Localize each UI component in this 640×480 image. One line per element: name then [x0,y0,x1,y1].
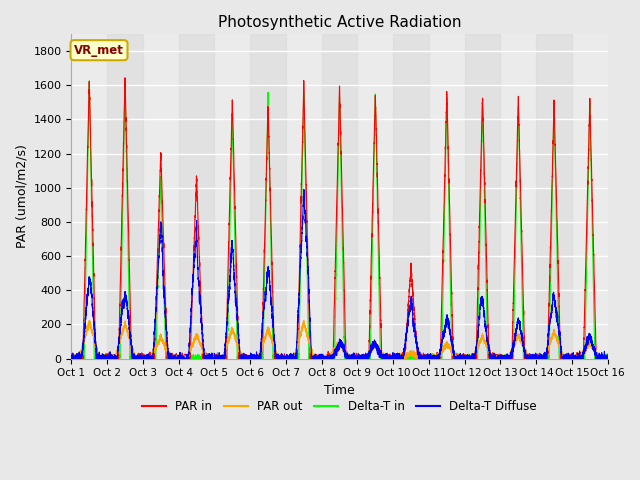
Delta-T Diffuse [300,187,308,192]
PAR out [460,356,467,361]
PAR in [581,281,589,287]
PAR in [604,356,612,361]
PAR out [321,356,329,361]
Delta-T in [250,356,258,361]
Delta-T in [575,354,582,360]
PAR out [68,356,76,361]
PAR out [86,318,93,324]
PAR in [250,355,258,361]
PAR out [581,346,589,351]
Delta-T in [68,356,76,361]
Y-axis label: PAR (umol/m2/s): PAR (umol/m2/s) [15,144,28,248]
Bar [72,34,608,359]
Delta-T Diffuse [68,356,76,361]
Delta-T in [460,355,467,360]
PAR in [460,353,467,359]
PAR in [475,249,483,255]
Delta-T Diffuse [321,356,329,361]
Delta-T Diffuse [575,356,582,361]
Delta-T Diffuse [581,342,589,348]
Line: Delta-T Diffuse: Delta-T Diffuse [72,190,608,359]
Line: PAR in: PAR in [72,78,608,359]
Legend: PAR in, PAR out, Delta-T in, Delta-T Diffuse: PAR in, PAR out, Delta-T in, Delta-T Dif… [138,395,541,418]
Bar [393,34,429,359]
Delta-T in [68,356,76,361]
Delta-T in [475,296,483,302]
Delta-T Diffuse [460,356,467,361]
Bar [536,34,572,359]
Line: Delta-T in: Delta-T in [72,81,608,359]
PAR in [575,356,582,361]
PAR in [68,352,76,358]
Delta-T in [581,335,589,341]
PAR in [121,75,129,81]
Delta-T in [121,78,129,84]
Bar [107,34,143,359]
PAR out [575,356,582,361]
Line: PAR out: PAR out [72,321,608,359]
PAR out [250,356,257,361]
Bar [250,34,286,359]
Bar [179,34,214,359]
Title: Photosynthetic Active Radiation: Photosynthetic Active Radiation [218,15,461,30]
Delta-T in [604,356,612,361]
Text: VR_met: VR_met [74,44,124,57]
Bar [322,34,357,359]
Delta-T Diffuse [68,355,76,361]
PAR in [321,356,329,361]
Delta-T Diffuse [250,356,257,361]
PAR in [68,356,76,361]
X-axis label: Time: Time [324,384,355,397]
PAR out [604,355,612,361]
Delta-T in [321,356,329,361]
Bar [465,34,500,359]
Delta-T Diffuse [475,322,483,327]
PAR out [475,342,483,348]
Delta-T Diffuse [604,356,612,361]
